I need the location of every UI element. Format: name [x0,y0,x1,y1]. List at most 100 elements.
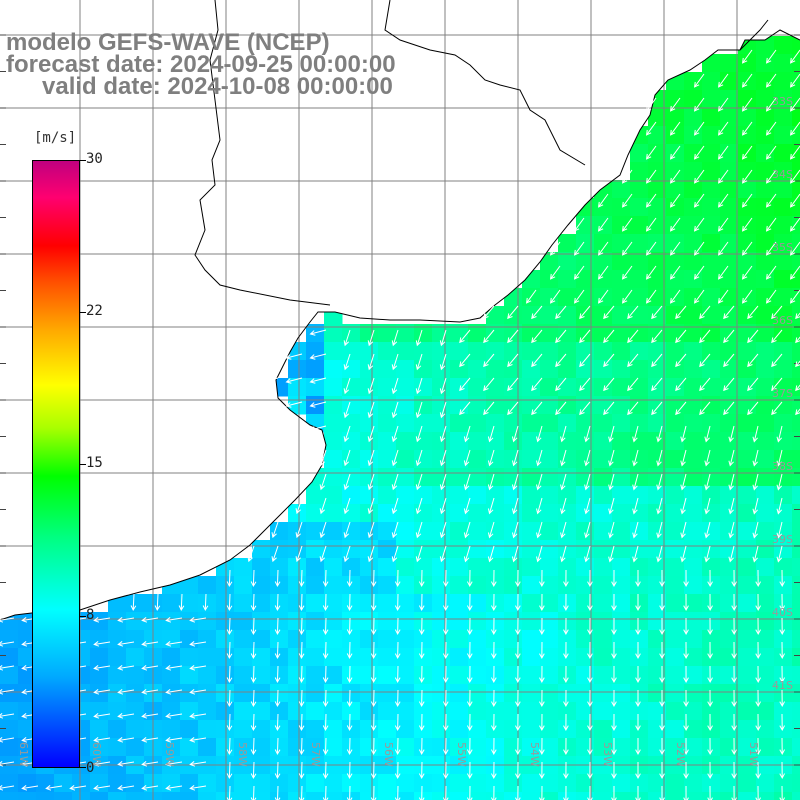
wind-speed-cell [756,684,775,703]
wind-arrow [459,329,471,344]
wind-arrow [579,353,591,368]
wind-arrow [250,737,257,756]
wind-arrow [776,497,783,515]
wind-speed-cell [540,252,559,271]
wind-arrow [531,329,543,344]
wind-speed-cell [774,648,793,667]
wind-arrow [322,641,329,660]
wind-speed-cell [684,288,703,307]
wind-speed-cell [738,450,757,469]
wind-speed-cell [198,612,217,631]
wind-speed-cell [792,234,800,253]
wind-speed-cell [432,612,451,631]
wind-speed-cell [774,486,793,505]
wind-speed-cell [648,108,667,127]
wind-speed-cell [684,396,703,415]
wind-speed-cell [378,702,397,721]
wind-arrow [319,449,327,467]
wind-arrow [789,145,800,160]
wind-speed-cell [702,144,721,163]
wind-arrow [731,641,737,660]
wind-speed-cell [162,594,181,613]
wind-speed-cell [756,324,775,343]
wind-speed-cell [522,342,541,361]
wind-speed-cell [468,774,487,793]
wind-speed-cell [378,414,397,433]
wind-speed-cell [612,450,631,469]
wind-speed-cell [738,738,757,757]
wind-speed-cell [594,414,613,433]
wind-speed-cell [378,720,397,739]
wind-arrow [669,289,681,304]
wind-speed-cell [324,612,343,631]
wind-arrow [525,289,537,304]
wind-arrow [539,617,545,636]
wind-arrow [704,521,711,539]
wind-arrow [752,449,759,467]
wind-speed-cell [504,378,523,397]
wind-speed-cell [468,378,487,397]
longitude-label: 54W [528,742,541,767]
wind-arrow [319,473,327,491]
wind-speed-cell [234,594,253,613]
colorbar-tick-mark [80,616,86,617]
wind-speed-cell [486,486,505,505]
wind-speed-cell [342,594,361,613]
wind-arrow [466,689,473,708]
wind-speed-cell [396,396,415,415]
wind-arrow [117,665,135,671]
wind-speed-cell [360,468,379,487]
wind-arrow [717,97,729,112]
wind-speed-cell [396,468,415,487]
wind-speed-cell [396,504,415,523]
wind-speed-cell [792,126,800,145]
wind-arrow [507,377,519,392]
wind-arrow [549,265,561,280]
wind-arrow [675,353,687,368]
wind-arrow [295,521,303,539]
wind-speed-cell [342,666,361,685]
wind-speed-cell [720,216,739,235]
wind-arrow [226,713,233,732]
wind-speed-cell [252,576,271,595]
wind-speed-cell [648,216,667,235]
wind-speed-cell [738,594,757,613]
wind-speed-cell [630,522,649,541]
wind-arrow [515,737,521,756]
wind-arrow [555,305,567,320]
wind-arrow [391,425,399,443]
wind-speed-cell [684,162,703,181]
wind-speed-cell [702,162,721,181]
wind-arrow [563,761,569,780]
wind-speed-cell [396,792,415,800]
wind-speed-cell [612,486,631,505]
wind-speed-cell [396,738,415,757]
wind-speed-cell [594,774,613,793]
wind-speed-cell [612,180,631,199]
wind-arrow [651,377,663,392]
wind-arrow [741,73,753,88]
wind-speed-cell [612,576,631,595]
wind-speed-cell [270,702,289,721]
wind-speed-cell [108,648,127,667]
wind-speed-cell [324,414,343,433]
wind-arrow [699,329,711,344]
wind-speed-cell [522,774,541,793]
wind-speed-cell [450,414,469,433]
wind-speed-cell [738,468,757,487]
wind-arrow [573,217,585,232]
wind-arrow [765,49,777,64]
wind-speed-cell [792,162,800,181]
wind-speed-cell [774,180,793,199]
wind-speed-cell [486,648,505,667]
wind-speed-cell [756,36,775,55]
wind-speed-cell [576,576,595,595]
wind-speed-cell [306,378,325,397]
wind-arrow [563,785,569,800]
wind-arrow [463,473,471,491]
wind-arrow [515,785,521,800]
wind-speed-cell [108,738,127,757]
wind-speed-cell [702,414,721,433]
wind-speed-cell [324,774,343,793]
wind-arrow [659,569,665,588]
